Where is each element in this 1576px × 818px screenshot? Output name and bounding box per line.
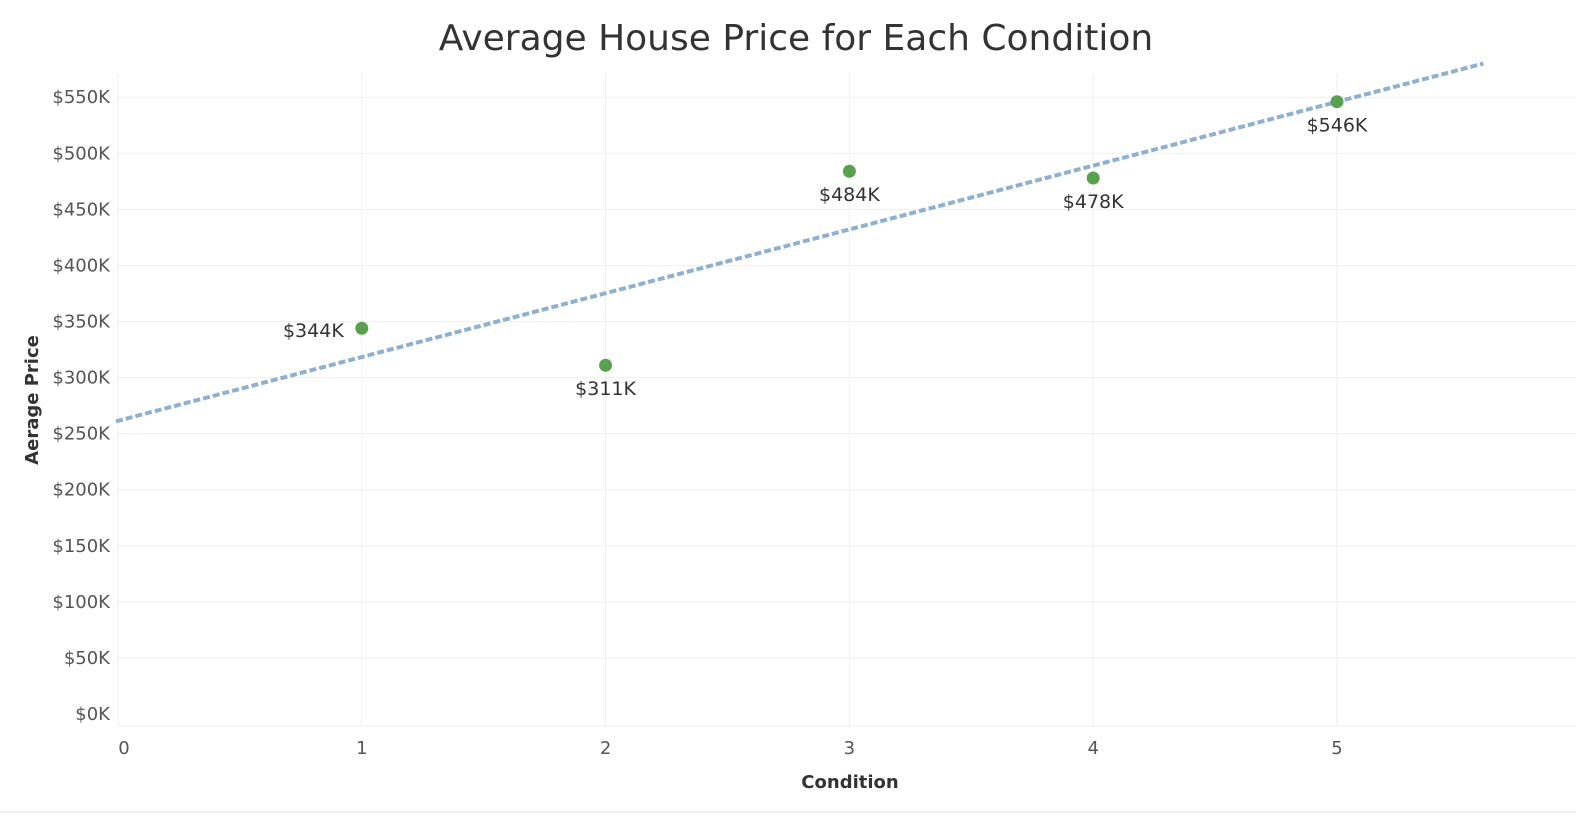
data-labels: $344K $311K $484K $478K $546K <box>283 115 1368 401</box>
data-label: $484K <box>819 184 880 206</box>
y-tick-label: $250K <box>52 424 111 445</box>
x-tick-label: 2 <box>600 738 611 759</box>
x-tick-label: 1 <box>356 738 367 759</box>
x-tick-label: 0 <box>118 738 129 759</box>
data-point[interactable] <box>1086 171 1100 185</box>
data-points <box>355 95 1344 372</box>
y-tick-label: $200K <box>52 480 111 501</box>
y-tick-label: $450K <box>52 199 111 220</box>
trend-line <box>115 61 1484 424</box>
data-label: $478K <box>1063 191 1124 213</box>
data-point[interactable] <box>1330 95 1344 109</box>
x-axis-ticks: 0 1 2 3 4 5 <box>118 738 1342 759</box>
y-tick-label: $500K <box>52 143 111 164</box>
y-tick-label: $0K <box>75 704 111 725</box>
x-tick-label: 4 <box>1087 738 1098 759</box>
x-tick-label: 5 <box>1331 738 1342 759</box>
data-label: $311K <box>575 378 636 400</box>
y-tick-label: $50K <box>64 648 111 669</box>
y-tick-label: $150K <box>52 536 111 557</box>
data-label: $344K <box>283 320 344 342</box>
y-axis-ticks: $0K $50K $100K $150K $200K $250K $300K $350K $40… <box>52 87 111 725</box>
y-axis-title: Aerage Price <box>22 335 43 465</box>
y-tick-label: $400K <box>52 255 111 276</box>
x-axis-title: Condition <box>801 772 898 793</box>
y-tick-label: $350K <box>52 312 111 333</box>
data-label: $546K <box>1307 115 1368 137</box>
x-tick-label: 3 <box>844 738 855 759</box>
y-tick-label: $100K <box>52 592 111 613</box>
data-point[interactable] <box>599 358 613 372</box>
data-point[interactable] <box>842 164 856 178</box>
trend-line-group <box>115 61 1484 424</box>
y-tick-label: $300K <box>52 368 111 389</box>
y-tick-label: $550K <box>52 87 111 108</box>
data-point[interactable] <box>355 321 369 335</box>
chart-title: Average House Price for Each Condition <box>438 18 1154 59</box>
